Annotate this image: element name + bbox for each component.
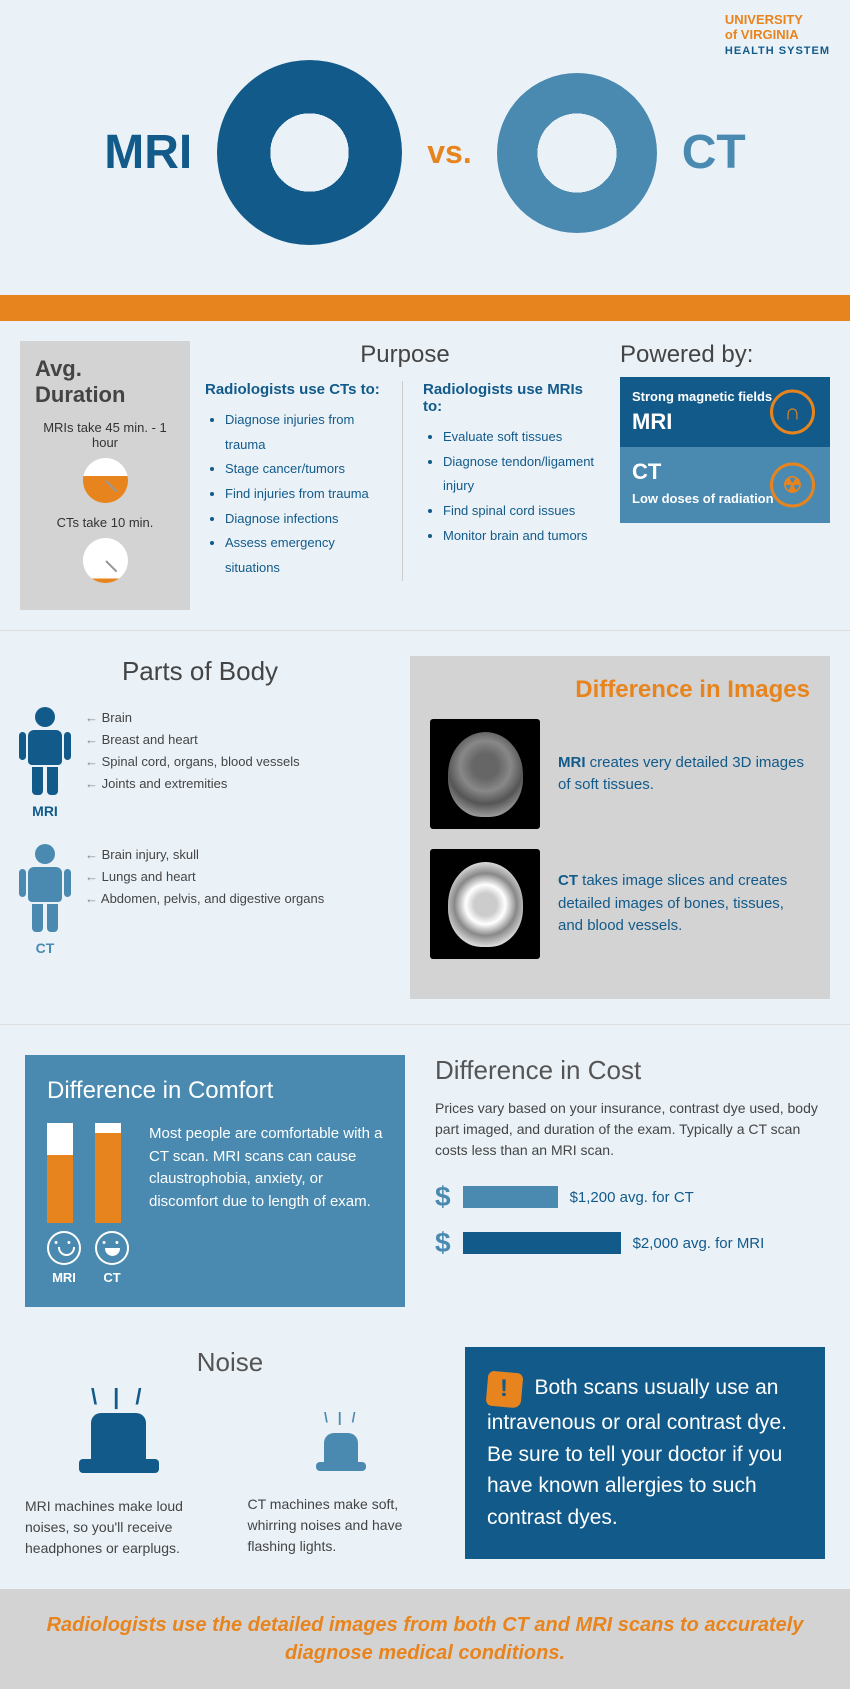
cost-ct-bar [463,1186,558,1208]
powered-mri: Strong magnetic fields MRI ∩ [620,377,830,447]
title-ct: CT [682,125,746,180]
purpose-ct-list: Diagnose injuries from traumaStage cance… [205,408,387,581]
section-comfort-cost: Difference in Comfort MRI CT Most people… [0,1025,850,1327]
radiation-icon: ☢ [770,463,815,508]
footer-text: Radiologists use the detailed images fro… [40,1611,810,1667]
purpose-ct-head: Radiologists use CTs to: [205,381,387,398]
logo: UNIVERSITY of VIRGINIA HEALTH SYSTEM [725,12,830,57]
purpose-box: Purpose Radiologists use CTs to: Diagnos… [205,341,605,610]
warning-shield-icon [486,1371,524,1409]
comfort-ct-bar: CT [95,1123,129,1285]
duration-mri-text: MRIs take 45 min. - 1 hour [35,420,175,450]
powered-title: Powered by: [620,341,830,369]
diff-mri-text: MRI creates very detailed 3D images of s… [558,752,810,797]
purpose-mri-head: Radiologists use MRIs to: [423,381,605,415]
cost-ct-row: $ $1,200 avg. for CT [435,1181,825,1213]
orange-divider [0,295,850,321]
parts-box: Parts of Body MRI BrainBreast and heartS… [20,656,380,999]
cost-text: Prices vary based on your insurance, con… [435,1098,825,1161]
logo-line2: of VIRGINIA [725,27,799,42]
powered-ct: CT ☢ Low doses of radiation [620,447,830,523]
diff-images-title: Difference in Images [430,676,810,704]
cost-mri-bar [463,1232,621,1254]
body-mri-icon: MRI [20,707,70,819]
ct-scan-icon [430,849,540,959]
section-noise-warning: Noise \ | / MRI machines make loud noise… [0,1327,850,1589]
duration-box: Avg. Duration MRIs take 45 min. - 1 hour… [20,341,190,610]
magnet-icon: ∩ [770,390,815,435]
duration-title: Avg. Duration [35,356,175,408]
dollar-icon: $ [435,1181,451,1213]
noise-ct-col: \ | / CT machines make soft, whirring no… [248,1398,436,1559]
noise-mri-col: \ | / MRI machines make loud noises, so … [25,1398,213,1559]
comfort-mri-bar: MRI [47,1123,81,1285]
purpose-mri-col: Radiologists use MRIs to: Evaluate soft … [423,381,605,581]
warning-text: Both scans usually use an intravenous or… [487,1376,787,1529]
purpose-title: Purpose [205,341,605,369]
title-row: MRI vs. CT [20,60,830,245]
diff-images-box: Difference in Images MRI creates very de… [410,656,830,999]
noise-mri-text: MRI machines make loud noises, so you'll… [25,1496,213,1559]
noise-title: Noise [25,1347,435,1378]
face-smile-icon [47,1231,81,1265]
clock-ct-icon [83,538,128,583]
parts-mri-arrows: BrainBreast and heartSpinal cord, organs… [85,707,300,795]
logo-line1: UNIVERSITY [725,12,803,27]
parts-ct-label: CT [20,940,70,956]
purpose-ct-col: Radiologists use CTs to: Diagnose injuri… [205,381,403,581]
face-happy-icon [95,1231,129,1265]
noise-ct-text: CT machines make soft, whirring noises a… [248,1494,436,1557]
comfort-box: Difference in Comfort MRI CT Most people… [25,1055,405,1307]
section-duration-purpose-powered: Avg. Duration MRIs take 45 min. - 1 hour… [0,321,850,631]
body-ct-icon: CT [20,844,70,956]
comfort-title: Difference in Comfort [47,1077,383,1105]
footer: Radiologists use the detailed images fro… [0,1589,850,1689]
noise-box: Noise \ | / MRI machines make loud noise… [25,1347,435,1559]
diff-ct-text: CT takes image slices and creates detail… [558,870,810,938]
parts-ct-arrows: Brain injury, skullLungs and heartAbdome… [85,844,324,910]
donut-mri-icon [217,60,402,245]
mri-scan-icon [430,719,540,829]
comfort-text: Most people are comfortable with a CT sc… [149,1123,383,1285]
siren-small-icon: \ | / [316,1423,366,1471]
donut-ct-icon [497,73,657,233]
warning-box: Both scans usually use an intravenous or… [465,1347,825,1559]
title-mri: MRI [104,125,192,180]
logo-line3: HEALTH SYSTEM [725,45,830,57]
title-vs: vs. [427,134,471,171]
powered-box: Powered by: Strong magnetic fields MRI ∩… [620,341,830,610]
cost-title: Difference in Cost [435,1055,825,1086]
header: UNIVERSITY of VIRGINIA HEALTH SYSTEM MRI… [0,0,850,295]
clock-mri-icon [83,458,128,503]
dollar-icon: $ [435,1227,451,1259]
cost-box: Difference in Cost Prices vary based on … [435,1055,825,1307]
cost-mri-row: $ $2,000 avg. for MRI [435,1227,825,1259]
section-parts-images: Parts of Body MRI BrainBreast and heartS… [0,631,850,1025]
duration-ct-text: CTs take 10 min. [35,515,175,530]
parts-title: Parts of Body [20,656,380,687]
siren-big-icon: \ | / [79,1398,159,1473]
parts-mri-label: MRI [20,803,70,819]
purpose-mri-list: Evaluate soft tissuesDiagnose tendon/lig… [423,425,605,548]
